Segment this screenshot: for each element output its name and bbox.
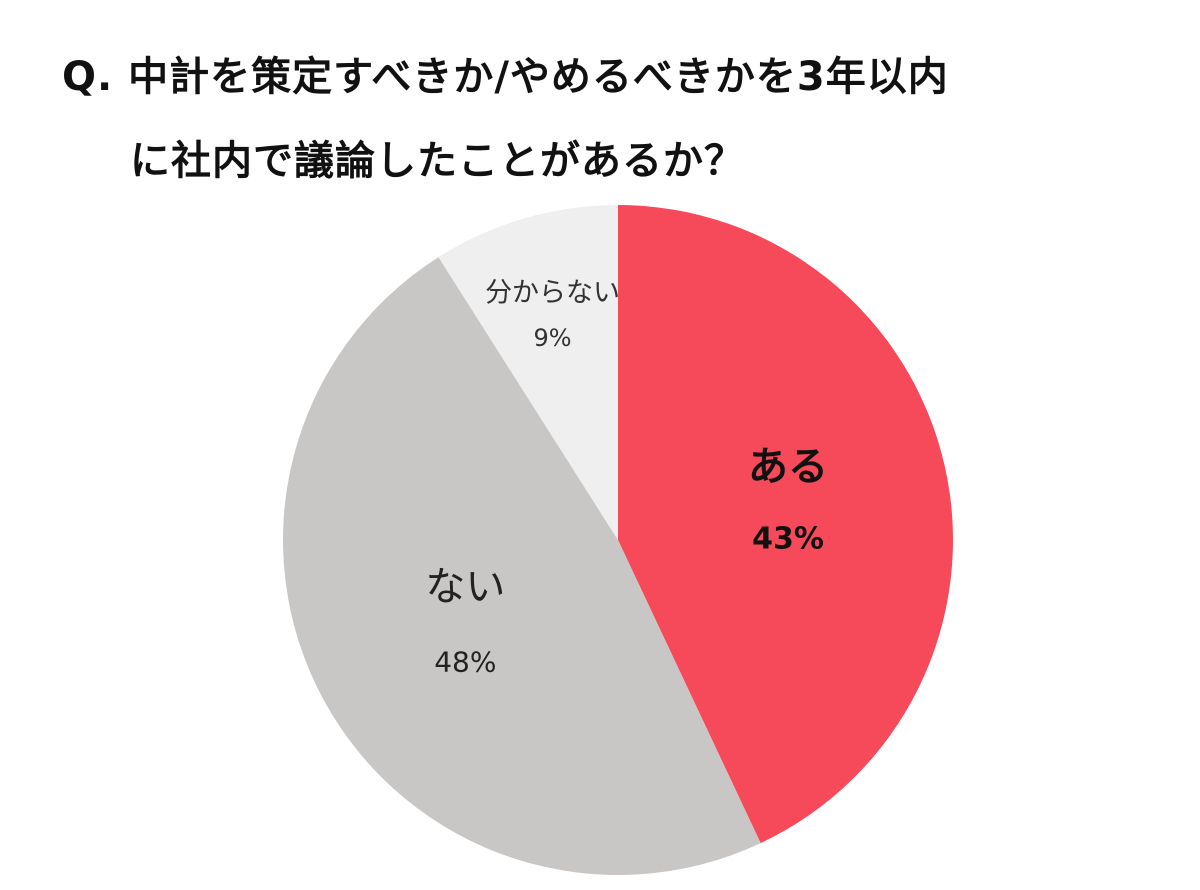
slice-label-2: ない	[425, 564, 505, 610]
slice-label-1: ある	[748, 444, 828, 490]
pie-slice-2	[283, 257, 761, 875]
slice-value-label-1: 43%	[752, 521, 824, 556]
pie-slice-1	[618, 205, 953, 844]
pie-slice-3	[438, 205, 618, 540]
slice-value-label-2: 48%	[434, 646, 496, 679]
chart-title-line-2: に社内で議論したことがあるか？	[130, 138, 745, 184]
slice-label-3: 分からない	[485, 277, 620, 308]
chart-title-line-1: Q. 中計を策定すべきか/やめるべきかを3年以内	[62, 54, 949, 100]
slice-value-label-3: 9%	[534, 324, 572, 352]
